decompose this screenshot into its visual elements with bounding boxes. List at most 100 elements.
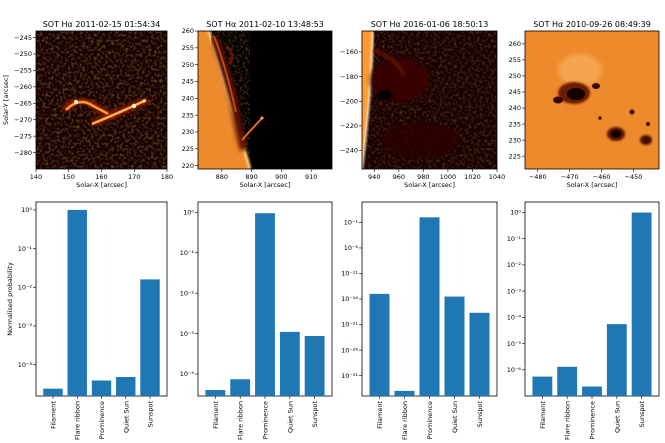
image-1-xlabel: Solar-X [arcsec] [76,181,127,189]
image-2-content [198,31,264,169]
image-1-ytick-label: −275 [14,132,32,140]
image-1-title: SOT Hα 2011-02-15 01:54:34 [43,20,161,29]
bar-4-ytick-label: 10⁻² [507,261,522,269]
image-1-xtick-label: 180 [161,173,173,181]
image-2-xtick-label: 900 [275,173,287,181]
bar-1-category-label: Sunspot [147,401,155,428]
bar-2-filament [205,390,226,396]
bar-3-category-label: Quiet Sun [451,401,459,433]
image-2-ytick-label: 250 [182,61,194,69]
bar-1-ytick-label: 10⁻⁴ [18,361,33,369]
bar-4-ytick-label: 10⁻¹ [507,235,522,243]
bar-1-ytick-label: 10⁻² [18,283,33,291]
image-2-xtick-label: 910 [305,173,317,181]
image-1-xtick-label: 150 [63,173,75,181]
bar-2-ytick-label: 10⁻¹ [180,249,195,257]
bar-4-ytick-label: 10⁻³ [507,287,522,295]
image-3-ytick-label: −180 [340,73,358,81]
image-1-content [36,31,167,169]
bar-1-sunspot [140,279,160,396]
bar-1-flare-ribbon [67,209,87,396]
bar-2-prominence [255,213,275,396]
bar-2-category-label: Flare ribbon [237,401,245,440]
bar-3-category-label: Sunspot [476,401,484,428]
bar-2-sunspot [304,335,325,396]
bar-3-category-label: Prominence [426,401,434,439]
image-3-xtick-label: 940 [368,173,380,181]
image-2-ytick-label: 220 [182,162,194,170]
image-4-ytick-label: 235 [509,120,521,128]
image-1-ytick-label: −270 [14,116,32,124]
bar-3-quiet-sun [444,296,465,396]
image-4-content [525,31,659,169]
image-3-frame [361,30,498,170]
bar-4-category-label: Sunspot [638,401,646,428]
image-3-title: SOT Hα 2016-01-06 18:50:13 [371,20,489,29]
bar-1-filament [43,388,63,396]
bar-1-prominence [91,380,112,396]
bar-4-ytick-label: 10⁻⁶ [507,366,522,374]
image-2-ytick-label: 260 [182,27,194,35]
image-4-ytick-label: 240 [509,104,521,112]
bar-3-ytick-label: 10⁻¹ [344,219,359,227]
bar-4-flare-ribbon [557,366,578,396]
bar-4-ytick-label: 10⁻⁴ [507,314,522,322]
bar-4-ytick-label: 10⁰ [510,209,521,217]
image-4-ytick-label: 230 [509,136,521,144]
image-3-ytick-label: −220 [340,122,358,130]
bar-3-category-label: Filament [376,401,384,429]
bar-1-ytick-label: 10⁰ [21,206,32,214]
image-2-frame [197,30,333,170]
bar-4-category-label: Quiet Sun [613,401,621,433]
image-1-xtick-label: 160 [95,173,107,181]
image-3-xlabel: Solar-X [arcsec] [404,181,455,189]
image-2-ytick-label: 235 [182,111,194,119]
bar-3-prominence [419,217,440,396]
image-3-xtick-label: 1040 [489,173,506,181]
image-4-title: SOT Hα 2010-09-26 08:49:39 [533,20,651,29]
bar-4-sunspot [631,212,652,396]
image-3-ytick-label: −240 [340,147,358,155]
bar-3-filament [369,293,390,396]
image-4-xtick-label: −450 [625,173,643,181]
bar-3-category-label: Flare ribbon [401,401,409,440]
bar-3-ytick-label: 10⁻¹¹ [341,270,358,278]
bar-4-filament [532,376,553,396]
image-panel-2 [197,30,333,170]
bar-2-category-label: Quiet Sun [286,401,294,433]
bar-3-sunspot [469,312,490,396]
image-2-ytick-label: 255 [182,44,194,52]
image-1-xtick-label: 140 [30,173,42,181]
image-3-xtick-label: 960 [393,173,405,181]
image-4-ytick-label: 245 [509,88,521,96]
bar-1-ytick-label: 10⁻³ [18,322,33,330]
bar-2-category-label: Filament [212,401,220,429]
bar-1-quiet-sun [116,377,136,396]
image-1-ytick-label: −265 [14,99,32,107]
image-1-ytick-label: −260 [14,83,32,91]
image-2-title: SOT Hα 2011-02-10 13:48:53 [206,20,324,29]
image-4-ytick-label: 225 [509,152,521,160]
bar-4-ytick-label: 10⁻⁵ [507,340,522,348]
image-4-ytick-label: 250 [509,72,521,80]
image-3-xtick-label: 1020 [464,173,481,181]
image-4-xlabel: Solar-X [arcsec] [567,181,618,189]
image-3-xtick-label: 1000 [440,173,457,181]
bar-2-category-label: Sunspot [311,401,319,428]
bar-3-flare-ribbon [394,390,415,396]
image-2-xlabel: Solar-X [arcsec] [240,181,291,189]
image-4-ytick-label: 260 [509,40,521,48]
image-1-ytick-label: −255 [14,67,32,75]
bar-1-category-label: Prominence [98,401,106,439]
image-2-xtick-label: 890 [245,173,257,181]
image-2-ytick-label: 240 [182,95,194,103]
image-1-ytick-label: −250 [14,50,32,58]
image-panel-1 [35,30,168,170]
image-4-xtick-label: −470 [561,173,579,181]
chart-marks: SOT Hα 2011-02-15 01:54:34 140 150 160 170 18… [2,20,652,440]
image-panel-3 [361,30,498,170]
image-1-ytick-label: −245 [14,34,32,42]
bar-4-prominence [582,386,602,396]
bar-1-category-label: Quiet Sun [122,401,130,433]
